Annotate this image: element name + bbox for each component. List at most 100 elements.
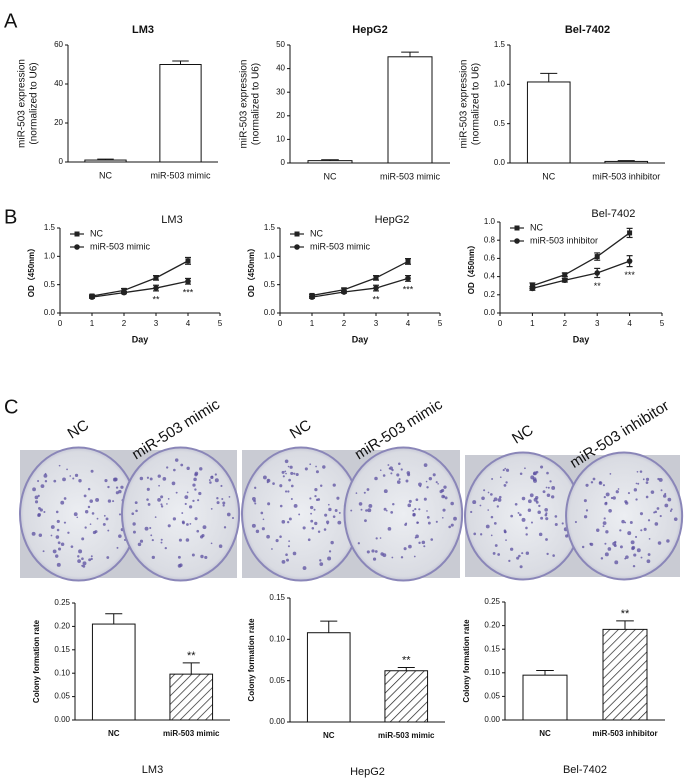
colony: [368, 504, 373, 508]
colony: [367, 508, 372, 513]
colony: [428, 476, 433, 481]
colony: [444, 496, 448, 500]
colony: [57, 541, 61, 545]
x-tick-label: miR-503 inhibitor: [592, 729, 657, 738]
x-tick-label: 5: [438, 319, 443, 328]
colony: [498, 495, 502, 499]
chart-title: Bel-7402: [563, 764, 607, 776]
colony: [34, 495, 39, 500]
y-axis-label: Colony formation rate: [32, 619, 41, 703]
colony: [275, 539, 279, 543]
colony: [317, 530, 321, 533]
colony: [56, 519, 60, 524]
colony: [658, 477, 663, 482]
colony: [295, 472, 299, 477]
colony: [612, 541, 617, 546]
colony: [510, 547, 514, 551]
colony: [545, 517, 549, 521]
photo-label: NC: [65, 417, 93, 443]
colony: [186, 523, 189, 526]
colony: [319, 562, 324, 566]
colony: [214, 478, 219, 483]
y-tick-label: 30: [276, 87, 285, 96]
colony: [73, 512, 78, 517]
colony: [667, 497, 672, 502]
colony: [172, 517, 177, 521]
colony: [87, 505, 91, 509]
colony: [581, 545, 585, 549]
colony: [592, 477, 596, 481]
bar: [306, 632, 351, 723]
colony: [414, 507, 417, 511]
colony: [204, 555, 208, 560]
colony: [196, 529, 200, 533]
colony: [530, 521, 533, 524]
colony: [267, 502, 271, 506]
colony: [527, 508, 532, 512]
colony: [38, 506, 41, 510]
colony: [519, 472, 523, 476]
dish: [565, 451, 684, 581]
colony: [483, 489, 486, 492]
colony: [407, 503, 412, 508]
colony: [379, 537, 382, 539]
colony: [74, 473, 79, 478]
colony: [210, 507, 213, 510]
colony: [307, 538, 311, 542]
x-tick-label: 4: [186, 319, 191, 328]
colony: [493, 522, 497, 525]
y-tick-label: 1.5: [494, 40, 506, 49]
colony: [390, 510, 394, 514]
x-tick-label: 5: [660, 319, 665, 328]
colony: [398, 462, 401, 466]
colony: [355, 492, 358, 494]
bar: [169, 673, 214, 721]
colony: [419, 485, 422, 488]
colony: [426, 516, 430, 519]
colony: [413, 555, 416, 558]
colony: [186, 491, 189, 494]
colony: [518, 513, 522, 517]
y-tick-label: 0.20: [54, 622, 70, 631]
colony: [131, 512, 135, 516]
colony: [201, 534, 205, 538]
colony: [55, 554, 59, 558]
y-tick-label: 0.5: [44, 280, 56, 289]
colony: [184, 495, 189, 500]
colony: [288, 478, 291, 482]
legend-marker: [74, 244, 80, 250]
colony: [146, 476, 150, 479]
colony: [407, 473, 411, 477]
y-axis-label: OD（450nm）: [466, 241, 476, 294]
colony: [487, 509, 490, 511]
colony: [654, 510, 658, 514]
colony: [545, 486, 548, 489]
x-axis-label: Day: [132, 334, 149, 344]
colony: [167, 524, 171, 528]
colony: [91, 512, 95, 515]
colony: [310, 512, 313, 515]
colony: [421, 540, 426, 545]
colony: [160, 538, 163, 541]
colony: [144, 526, 149, 531]
colony: [281, 520, 286, 524]
colony: [218, 544, 223, 548]
colony: [309, 463, 312, 466]
dish: [343, 446, 464, 582]
colony: [627, 531, 632, 536]
colony: [473, 532, 477, 536]
colony: [147, 503, 151, 506]
colony: [112, 477, 117, 482]
colony: [40, 484, 45, 488]
y-tick-label: 0.0: [484, 308, 496, 317]
colony: [90, 555, 93, 558]
colony: [188, 505, 193, 509]
colony: [309, 505, 314, 510]
colony: [418, 541, 421, 545]
colony: [525, 551, 530, 555]
colony: [630, 540, 635, 545]
x-tick-label: miR-503 inhibitor: [592, 171, 660, 181]
colony: [177, 555, 181, 559]
colony: [398, 478, 401, 481]
colony: [231, 516, 235, 520]
